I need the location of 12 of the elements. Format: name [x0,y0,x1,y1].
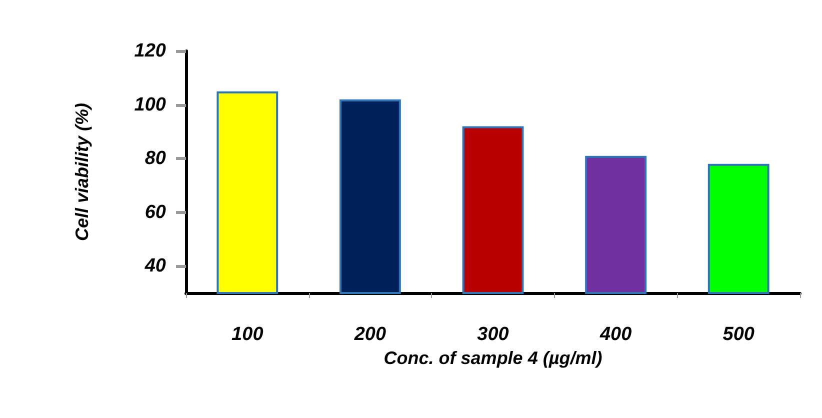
x-tick-label: 300 [477,324,510,345]
x-tick-label: 500 [722,324,755,345]
y-tick-label: 100 [134,94,166,116]
x-tick-label: 200 [353,324,386,345]
x-axis-title: Conc. of sample 4 (µg/ml) [384,348,602,368]
y-tick-label: 60 [144,202,166,223]
x-tick-label: 100 [232,324,264,345]
y-tick-label: 80 [144,148,166,170]
x-tick-label: 400 [598,324,632,345]
y-axis-title: Cell viability (%) [72,102,92,242]
y-tick-label: 40 [144,256,166,277]
y-tick-label: 120 [134,40,166,62]
